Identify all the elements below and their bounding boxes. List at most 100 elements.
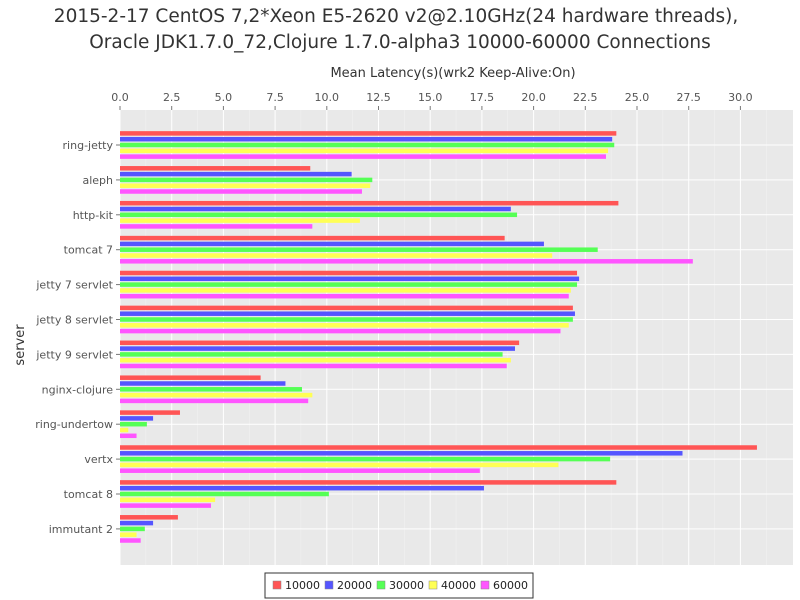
bar (120, 538, 141, 543)
bar (120, 497, 216, 503)
chart-title-line-1: 2015-2-17 CentOS 7,2*Xeon E5-2620 v2@2.1… (54, 6, 738, 27)
bar (120, 166, 311, 171)
x-tick-label: 25.0 (625, 91, 650, 104)
y-tick-label: http-kit (73, 209, 114, 222)
y-tick-label: jetty 7 servlet (35, 279, 113, 292)
y-tick-label: tomcat 8 (64, 488, 113, 501)
bar (120, 235, 505, 241)
bar (120, 532, 137, 537)
x-tick-label: 30.0 (728, 91, 753, 104)
y-tick-label: tomcat 7 (64, 244, 113, 257)
x-tick-label: 27.5 (676, 91, 701, 104)
bar (120, 340, 520, 346)
bar (120, 154, 606, 159)
chart-title-line-2: Oracle JDK1.7.0_72,Clojure 1.7.0-alpha3 … (89, 32, 711, 53)
bars-layer (120, 131, 757, 543)
x-tick-label: 5.0 (215, 91, 233, 104)
bar (120, 416, 154, 421)
bar (120, 253, 553, 258)
bar (120, 526, 145, 532)
x-tick-label: 0.0 (111, 91, 129, 104)
bar (120, 212, 518, 218)
bar (120, 451, 683, 456)
y-tick-label: immutant 2 (49, 523, 113, 536)
y-tick-label: jetty 8 servlet (35, 314, 113, 327)
legend-label: 60000 (493, 579, 528, 592)
x-tick-label: 2.5 (163, 91, 181, 104)
bar (120, 171, 352, 177)
x-tick-label: 15.0 (418, 91, 443, 104)
bar (120, 515, 178, 520)
bar (120, 491, 329, 497)
x-tick-label: 12.5 (366, 91, 391, 104)
y-tick-labels: ring-jetty aleph http-kit tomcat 7 jetty 7 s… (35, 139, 120, 536)
bar (120, 183, 371, 188)
bar (120, 270, 578, 276)
x-tick-labels: 0.0 2.5 5.0 7.5 10.0 12.5 15.0 17.5 20.0 22.5 25.0… (111, 91, 753, 110)
bar (120, 276, 580, 282)
bar (120, 375, 261, 380)
x-tick-label: 17.5 (470, 91, 495, 104)
bar (120, 206, 511, 212)
legend-label: 30000 (389, 579, 424, 592)
bar (120, 357, 511, 363)
bar (120, 398, 309, 404)
bar (120, 317, 573, 322)
bar (120, 346, 515, 351)
bar (120, 311, 575, 316)
legend-label: 10000 (285, 579, 320, 592)
bar (120, 224, 313, 229)
bar (120, 259, 693, 264)
bar (120, 241, 544, 247)
x-tick-label: 20.0 (521, 91, 546, 104)
legend-swatch (428, 580, 438, 590)
bar (120, 503, 211, 508)
legend-swatch (272, 580, 282, 590)
bar (120, 387, 302, 392)
bar (120, 485, 484, 491)
y-axis-title: server (13, 324, 28, 366)
bar (120, 456, 611, 462)
bar (120, 520, 154, 526)
y-tick-label: ring-undertow (35, 418, 113, 431)
bar (120, 136, 613, 142)
bar (120, 288, 571, 293)
legend-swatch (480, 580, 490, 590)
bar (120, 445, 757, 450)
legend-label: 40000 (441, 579, 476, 592)
y-tick-label: vertx (84, 453, 113, 466)
bar (120, 462, 559, 468)
bar (120, 200, 619, 206)
y-tick-label: jetty 9 servlet (35, 348, 113, 361)
bar (120, 131, 617, 136)
bar (120, 148, 609, 154)
bar (120, 189, 362, 194)
legend: 10000 20000 30000 40000 60000 (264, 572, 534, 599)
bar (120, 468, 480, 473)
bar (120, 305, 573, 311)
bar (120, 421, 147, 427)
x-axis-title: Mean Latency(s)(wrk2 Keep-Alive:On) (330, 66, 575, 81)
bar (120, 480, 617, 485)
legend-label: 20000 (337, 579, 372, 592)
y-tick-label: ring-jetty (63, 139, 114, 152)
y-tick-label: nginx-clojure (42, 383, 114, 396)
x-tick-label: 22.5 (573, 91, 598, 104)
x-tick-label: 7.5 (266, 91, 284, 104)
bar (120, 381, 286, 386)
y-tick-label: aleph (82, 174, 113, 187)
bar (120, 177, 373, 183)
bar (120, 328, 561, 334)
x-tick-label: 10.0 (315, 91, 340, 104)
bar (120, 352, 503, 357)
bar (120, 218, 360, 223)
bar (120, 363, 507, 369)
bar (120, 293, 569, 299)
bar (120, 433, 137, 439)
bar (120, 323, 569, 328)
bar (120, 427, 129, 433)
bar (120, 282, 578, 287)
bar (120, 410, 180, 415)
legend-swatch (376, 580, 386, 590)
